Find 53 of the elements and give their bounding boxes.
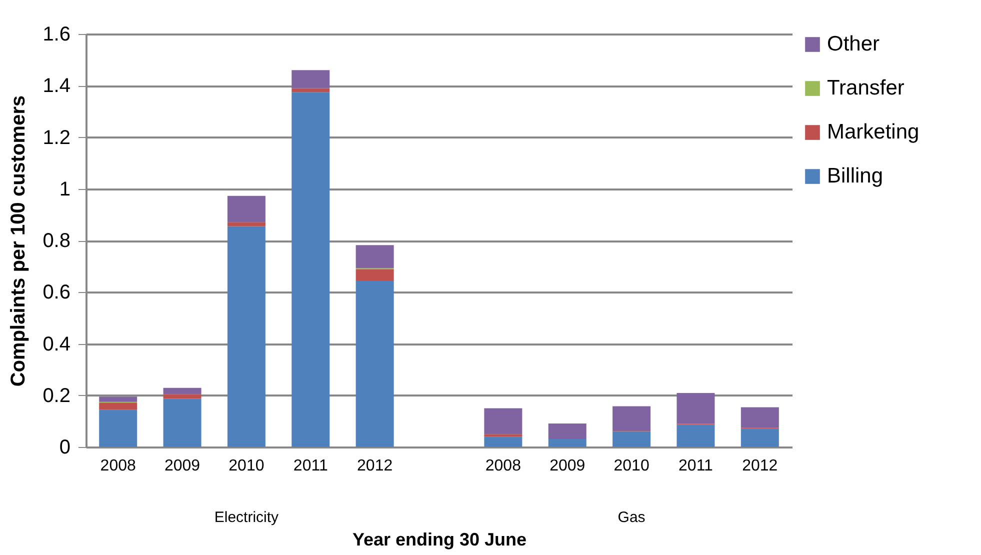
bar — [612, 431, 651, 447]
bar — [292, 92, 330, 447]
bar — [740, 428, 779, 447]
y-tick-label: 0.2 — [42, 384, 70, 407]
bar — [227, 222, 266, 226]
legend-label: Marketing — [827, 120, 920, 144]
y-axis-title: Complaints per 100 customers — [8, 95, 30, 387]
y-tick-label: 1.6 — [42, 24, 70, 46]
bar — [227, 196, 266, 222]
legend-label: Transfer — [827, 76, 904, 100]
legend-label: Other — [827, 32, 880, 56]
bar — [163, 394, 202, 399]
bar — [99, 410, 138, 447]
x-tick-label: 2009 — [164, 458, 200, 474]
bar — [292, 70, 330, 88]
bar — [99, 402, 138, 410]
x-tick-label: 2010 — [228, 458, 264, 474]
bar — [548, 424, 586, 438]
x-tick-label: 2011 — [678, 458, 714, 474]
bar — [356, 280, 394, 447]
bar — [548, 439, 586, 447]
bar — [163, 398, 202, 447]
bar — [484, 434, 522, 437]
bar — [99, 396, 138, 402]
legend-label: Billing — [827, 164, 884, 188]
y-tick-label: 0.6 — [42, 282, 70, 304]
x-tick-label: 2011 — [293, 458, 328, 474]
y-tick-label: 1 — [59, 178, 70, 200]
bar — [356, 269, 394, 281]
x-tick-label: 2009 — [550, 458, 586, 474]
y-tick-label: 0.8 — [42, 230, 70, 252]
bar — [292, 88, 330, 92]
x-tick-label: 2010 — [614, 458, 650, 474]
y-tick-label: 1.4 — [42, 75, 70, 98]
bar — [676, 393, 715, 424]
x-tick-label: 2008 — [485, 458, 522, 474]
bar — [484, 436, 522, 447]
x-axis-title: Year ending 30 June — [352, 530, 527, 550]
x-tick-label: 2012 — [357, 458, 393, 474]
y-tick-label: 0 — [59, 436, 70, 458]
y-tick-label: 1.2 — [42, 126, 70, 149]
bar — [484, 408, 522, 434]
x-tick-label: 2012 — [742, 458, 778, 474]
text: Electricity — [214, 509, 280, 526]
bar — [676, 424, 715, 447]
x-tick-label: 2008 — [100, 458, 136, 474]
y-tick-label: 0.4 — [42, 333, 70, 356]
bar — [612, 406, 651, 430]
bar — [356, 245, 394, 268]
text: Gas — [618, 509, 646, 526]
bar — [163, 388, 202, 394]
bar — [227, 226, 266, 447]
bar — [740, 407, 779, 428]
